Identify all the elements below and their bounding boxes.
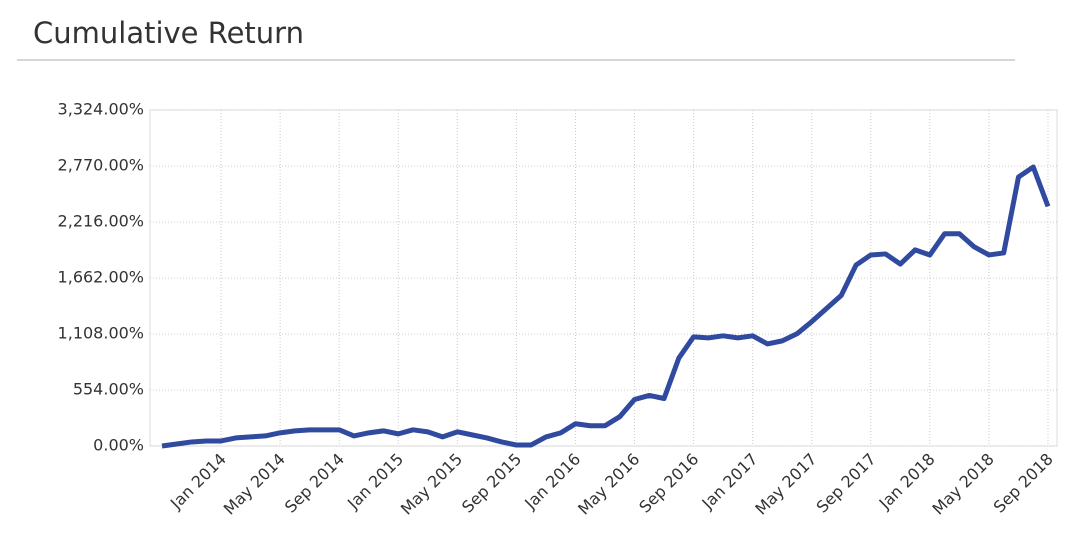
x-tick-label: May 2015 xyxy=(397,449,466,518)
x-tick-label: Sep 2018 xyxy=(990,449,1057,516)
x-tick-label: May 2017 xyxy=(751,449,820,518)
y-tick-label: 554.00% xyxy=(73,380,144,399)
chart-title: Cumulative Return xyxy=(33,16,304,50)
y-tick-label: 1,662.00% xyxy=(58,268,144,287)
x-tick-label: May 2016 xyxy=(574,449,643,518)
x-tick-label: May 2014 xyxy=(220,449,289,518)
y-tick-label: 2,770.00% xyxy=(58,156,144,175)
x-tick-label: Sep 2014 xyxy=(281,449,348,516)
x-tick-label: Sep 2015 xyxy=(458,449,525,516)
y-tick-label: 1,108.00% xyxy=(58,324,144,343)
x-tick-label: Sep 2016 xyxy=(635,449,702,516)
y-tick-label: 2,216.00% xyxy=(58,212,144,231)
x-tick-label: May 2018 xyxy=(929,449,998,518)
y-tick-label: 0.00% xyxy=(93,436,144,455)
data-line xyxy=(161,164,1051,449)
x-tick-label: Sep 2017 xyxy=(812,449,879,516)
y-tick-label: 3,324.00% xyxy=(58,100,144,119)
